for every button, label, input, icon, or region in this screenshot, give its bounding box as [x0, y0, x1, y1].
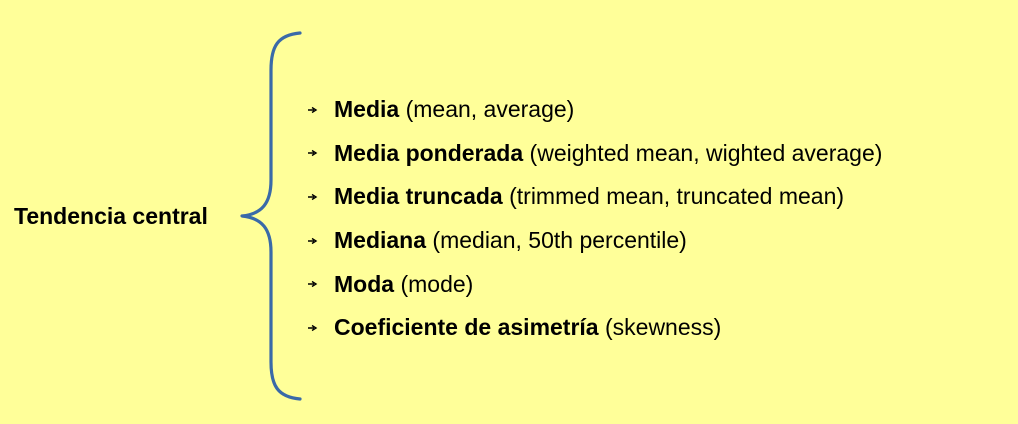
- item-gloss: (median, 50th percentile): [432, 227, 687, 254]
- item-gloss: (mode): [400, 270, 474, 297]
- item-gloss: (weighted mean, wighted average): [529, 139, 883, 166]
- root-label: Tendencia central: [14, 203, 208, 229]
- arrow-right-icon: [308, 324, 334, 332]
- arrow-right-icon: [308, 237, 334, 245]
- list-item: Media ponderada (weighted mean, wighted …: [308, 132, 882, 176]
- item-term: Coeficiente de asimetría: [334, 314, 599, 341]
- item-gloss: (trimmed mean, truncated mean): [509, 183, 845, 210]
- list-item: Media (mean, average): [308, 88, 882, 132]
- arrow-right-icon: [308, 280, 334, 288]
- item-gloss: (skewness): [605, 314, 722, 341]
- item-term: Media ponderada: [334, 139, 524, 166]
- list-item: Mediana (median, 50th percentile): [308, 219, 882, 263]
- item-term: Media: [334, 96, 400, 123]
- list-item: Coeficiente de asimetría (skewness): [308, 306, 882, 350]
- arrow-right-icon: [308, 106, 334, 114]
- item-list: Media (mean, average) Media ponderada (w…: [308, 88, 882, 350]
- list-item: Moda (mode): [308, 262, 882, 306]
- arrow-right-icon: [308, 149, 334, 157]
- arrow-right-icon: [308, 193, 334, 201]
- item-term: Mediana: [334, 227, 427, 254]
- item-gloss: (mean, average): [405, 96, 575, 123]
- list-item: Media truncada (trimmed mean, truncated …: [308, 175, 882, 219]
- item-term: Media truncada: [334, 183, 503, 210]
- item-term: Moda: [334, 270, 395, 297]
